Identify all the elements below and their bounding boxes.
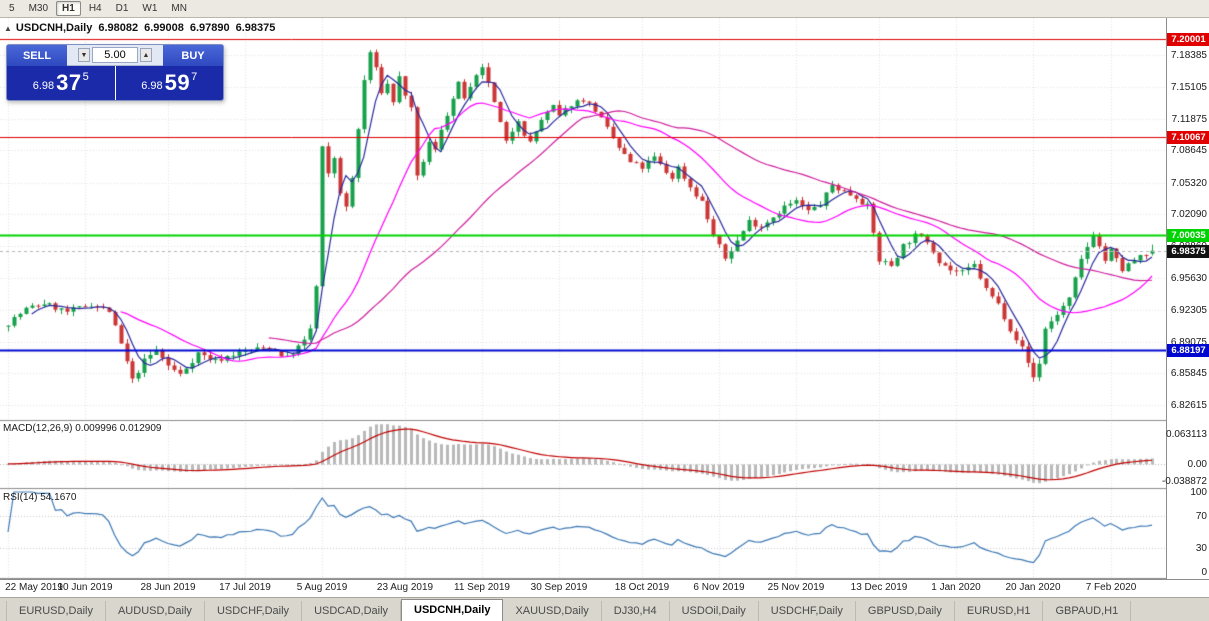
buy-price-big: 59	[164, 70, 191, 95]
price-tick-label: 6.89075	[1170, 337, 1207, 348]
buy-price-sup: 7	[191, 71, 198, 83]
symbol-period-label: USDCNH,Daily	[15, 22, 93, 34]
volume-down-button[interactable]: ▼	[78, 48, 90, 62]
price-tick-label: 7.11875	[1171, 114, 1207, 125]
timeframe-button-h4[interactable]: H4	[83, 1, 108, 16]
time-axis-label: 25 Nov 2019	[767, 582, 825, 593]
chart-tab-gbpusd-daily[interactable]: GBPUSD,Daily	[856, 601, 955, 621]
close-value: 6.98375	[235, 22, 276, 34]
price-tick-label: 7.15105	[1170, 82, 1207, 93]
time-axis-label: 17 Jul 2019	[219, 582, 271, 593]
chart-area: ▲ USDCNH,Daily 6.98082 6.99008 6.97890 6…	[0, 18, 1209, 597]
price-tick-label: 6.85845	[1170, 368, 1207, 379]
time-axis-label: 10 Jun 2019	[57, 582, 113, 593]
rsi-axis-label: 0	[1201, 567, 1207, 578]
price-tick-label: 7.05320	[1170, 178, 1207, 189]
buy-button[interactable]: BUY	[163, 45, 223, 66]
timeframe-button-5[interactable]: 5	[3, 1, 21, 16]
price-tick-label: 7.02090	[1170, 209, 1207, 220]
time-axis-label: 22 May 2019	[5, 582, 63, 593]
sell-price[interactable]: 6.98 37 5	[7, 66, 115, 100]
chart-tab-eurusd-h1[interactable]: EURUSD,H1	[955, 601, 1044, 621]
buy-price-prefix: 6.98	[141, 80, 163, 92]
volume-control: ▼ ▲	[67, 45, 163, 66]
chart-ohlc-label: ▲ USDCNH,Daily 6.98082 6.99008 6.97890 6…	[4, 22, 275, 34]
chart-tab-usdoil-daily[interactable]: USDOil,Daily	[670, 601, 759, 621]
price-level-tag: 7.00035	[1167, 229, 1209, 242]
price-chart-canvas[interactable]	[0, 18, 1166, 579]
timeframe-button-m30[interactable]: M30	[23, 1, 54, 16]
time-axis-label: 18 Oct 2019	[614, 582, 670, 593]
price-axis[interactable]: 7.18385 7.15105 7.11875 7.08645 7.05320 7.020…	[1162, 18, 1209, 579]
price-level-tag: 6.88197	[1167, 344, 1209, 357]
volume-input[interactable]	[92, 47, 138, 63]
chart-tab-usdcnh-daily[interactable]: USDCNH,Daily	[401, 599, 504, 621]
time-axis-label: 5 Aug 2019	[296, 582, 348, 593]
time-axis-label: 7 Feb 2020	[1085, 582, 1137, 593]
one-click-trading-panel: SELL ▼ ▲ BUY 6.98 37 5 6.98 59 7	[6, 44, 224, 101]
time-axis-label: 11 Sep 2019	[454, 582, 510, 593]
current-price-tag: 6.98375	[1167, 245, 1209, 258]
time-axis[interactable]: 22 May 2019 10 Jun 2019 28 Jun 2019 17 Jul …	[0, 579, 1209, 597]
price-level-tag: 7.10067	[1167, 131, 1209, 144]
chart-tab-xauusd-daily[interactable]: XAUUSD,Daily	[503, 601, 602, 621]
volume-up-button[interactable]: ▲	[140, 48, 152, 62]
chart-tab-bar: EURUSD,Daily AUDUSD,Daily USDCHF,Daily USDC…	[0, 597, 1209, 621]
chart-tab-usdchf-daily[interactable]: USDCHF,Daily	[759, 601, 856, 621]
timeframe-button-w1[interactable]: W1	[136, 1, 163, 16]
chart-tab-audusd-daily[interactable]: AUDUSD,Daily	[106, 601, 205, 621]
sell-button[interactable]: SELL	[7, 45, 67, 66]
price-tick-label: 7.18385	[1170, 50, 1207, 61]
high-value: 6.99008	[144, 22, 184, 34]
macd-axis-label: 0.00	[1187, 459, 1207, 470]
rsi-axis-label: 70	[1195, 511, 1207, 522]
rsi-axis-label: 30	[1195, 543, 1207, 554]
chart-marker-icon: ▲	[4, 23, 12, 33]
timeframe-button-h1[interactable]: H1	[56, 1, 81, 16]
chart-tab-eurusd-daily[interactable]: EURUSD,Daily	[6, 601, 106, 621]
timeframe-toolbar: 5 M30 H1 H4 D1 W1 MN	[0, 0, 1209, 18]
low-value: 6.97890	[189, 22, 230, 34]
price-tick-label: 6.95630	[1170, 273, 1207, 284]
macd-axis-label: -0.038872	[1161, 476, 1207, 487]
time-axis-label: 6 Nov 2019	[693, 582, 745, 593]
timeframe-button-d1[interactable]: D1	[110, 1, 135, 16]
sell-price-sup: 5	[82, 71, 89, 83]
sell-price-big: 37	[56, 70, 82, 95]
time-axis-label: 30 Sep 2019	[530, 582, 588, 593]
rsi-axis-label: 100	[1190, 487, 1207, 498]
time-axis-label: 23 Aug 2019	[376, 582, 434, 593]
buy-price[interactable]: 6.98 59 7	[115, 66, 223, 100]
price-tick-label: 6.82615	[1170, 400, 1207, 411]
time-axis-label: 13 Dec 2019	[850, 582, 908, 593]
open-value: 6.98082	[98, 22, 139, 34]
price-level-tag: 7.20001	[1167, 33, 1209, 46]
macd-label: MACD(12,26,9) 0.009996 0.012909	[3, 423, 162, 434]
time-axis-label: 20 Jan 2020	[1005, 582, 1061, 593]
price-tick-label: 6.92305	[1170, 305, 1207, 316]
sell-price-prefix: 6.98	[32, 80, 55, 92]
macd-axis-label: 0.063113	[1166, 429, 1207, 440]
chart-tab-gbpaud-h1[interactable]: GBPAUD,H1	[1043, 601, 1132, 621]
timeframe-button-mn[interactable]: MN	[165, 1, 193, 16]
time-axis-label: 1 Jan 2020	[931, 582, 981, 593]
price-tick-label: 7.08645	[1170, 145, 1207, 156]
chart-tab-dj30-h4[interactable]: DJ30,H4	[602, 601, 670, 621]
chart-tab-usdcad-daily[interactable]: USDCAD,Daily	[302, 601, 402, 621]
time-axis-label: 28 Jun 2019	[140, 582, 196, 593]
chart-tab-usdchf-daily[interactable]: USDCHF,Daily	[205, 601, 303, 621]
rsi-label: RSI(14) 54.1670	[3, 492, 77, 503]
